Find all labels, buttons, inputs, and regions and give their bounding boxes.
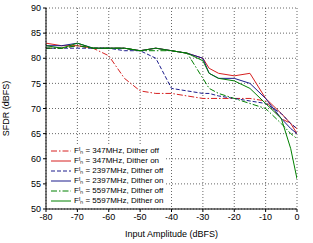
- svg-text:-20: -20: [228, 212, 241, 222]
- svg-text:55: 55: [31, 179, 41, 189]
- html-text:Fᴵₙ = 2397MHz, Dither on: Fᴵₙ = 2397MHz, Dither on: [74, 176, 164, 185]
- svg-text:85: 85: [31, 28, 41, 38]
- svg-text:70: 70: [31, 104, 41, 114]
- svg-text:-30: -30: [196, 212, 209, 222]
- html-text:Fᴵₙ = 347MHz, Dither on: Fᴵₙ = 347MHz, Dither on: [74, 156, 159, 165]
- svg-text:SFDR (dBFS): SFDR (dBFS): [8, 81, 11, 137]
- html-text:Fᴵₙ = 5597MHz, Dither on: Fᴵₙ = 5597MHz, Dither on: [74, 196, 164, 205]
- svg-text:Input Amplitude (dBFS): Input Amplitude (dBFS): [125, 229, 218, 239]
- svg-text:-40: -40: [165, 212, 178, 222]
- html-text:Fᴵₙ = 2397MHz, Dither off: Fᴵₙ = 2397MHz, Dither off: [74, 166, 164, 175]
- svg-text:65: 65: [31, 129, 41, 139]
- svg-text:0: 0: [294, 212, 299, 222]
- svg-text:-10: -10: [259, 212, 272, 222]
- svg-text:80: 80: [31, 53, 41, 63]
- svg-text:-60: -60: [102, 212, 115, 222]
- html-text:Fᴵₙ = 347MHz, Dither off: Fᴵₙ = 347MHz, Dither off: [74, 146, 159, 155]
- html-text:Fᴵₙ = 5597MHz, Dither off: Fᴵₙ = 5597MHz, Dither off: [74, 186, 164, 195]
- svg-text:-80: -80: [39, 212, 52, 222]
- svg-text:90: 90: [31, 3, 41, 13]
- svg-text:75: 75: [31, 79, 41, 89]
- svg-text:-50: -50: [134, 212, 147, 222]
- svg-text:50: 50: [31, 204, 41, 214]
- svg-text:60: 60: [31, 154, 41, 164]
- svg-text:-70: -70: [71, 212, 84, 222]
